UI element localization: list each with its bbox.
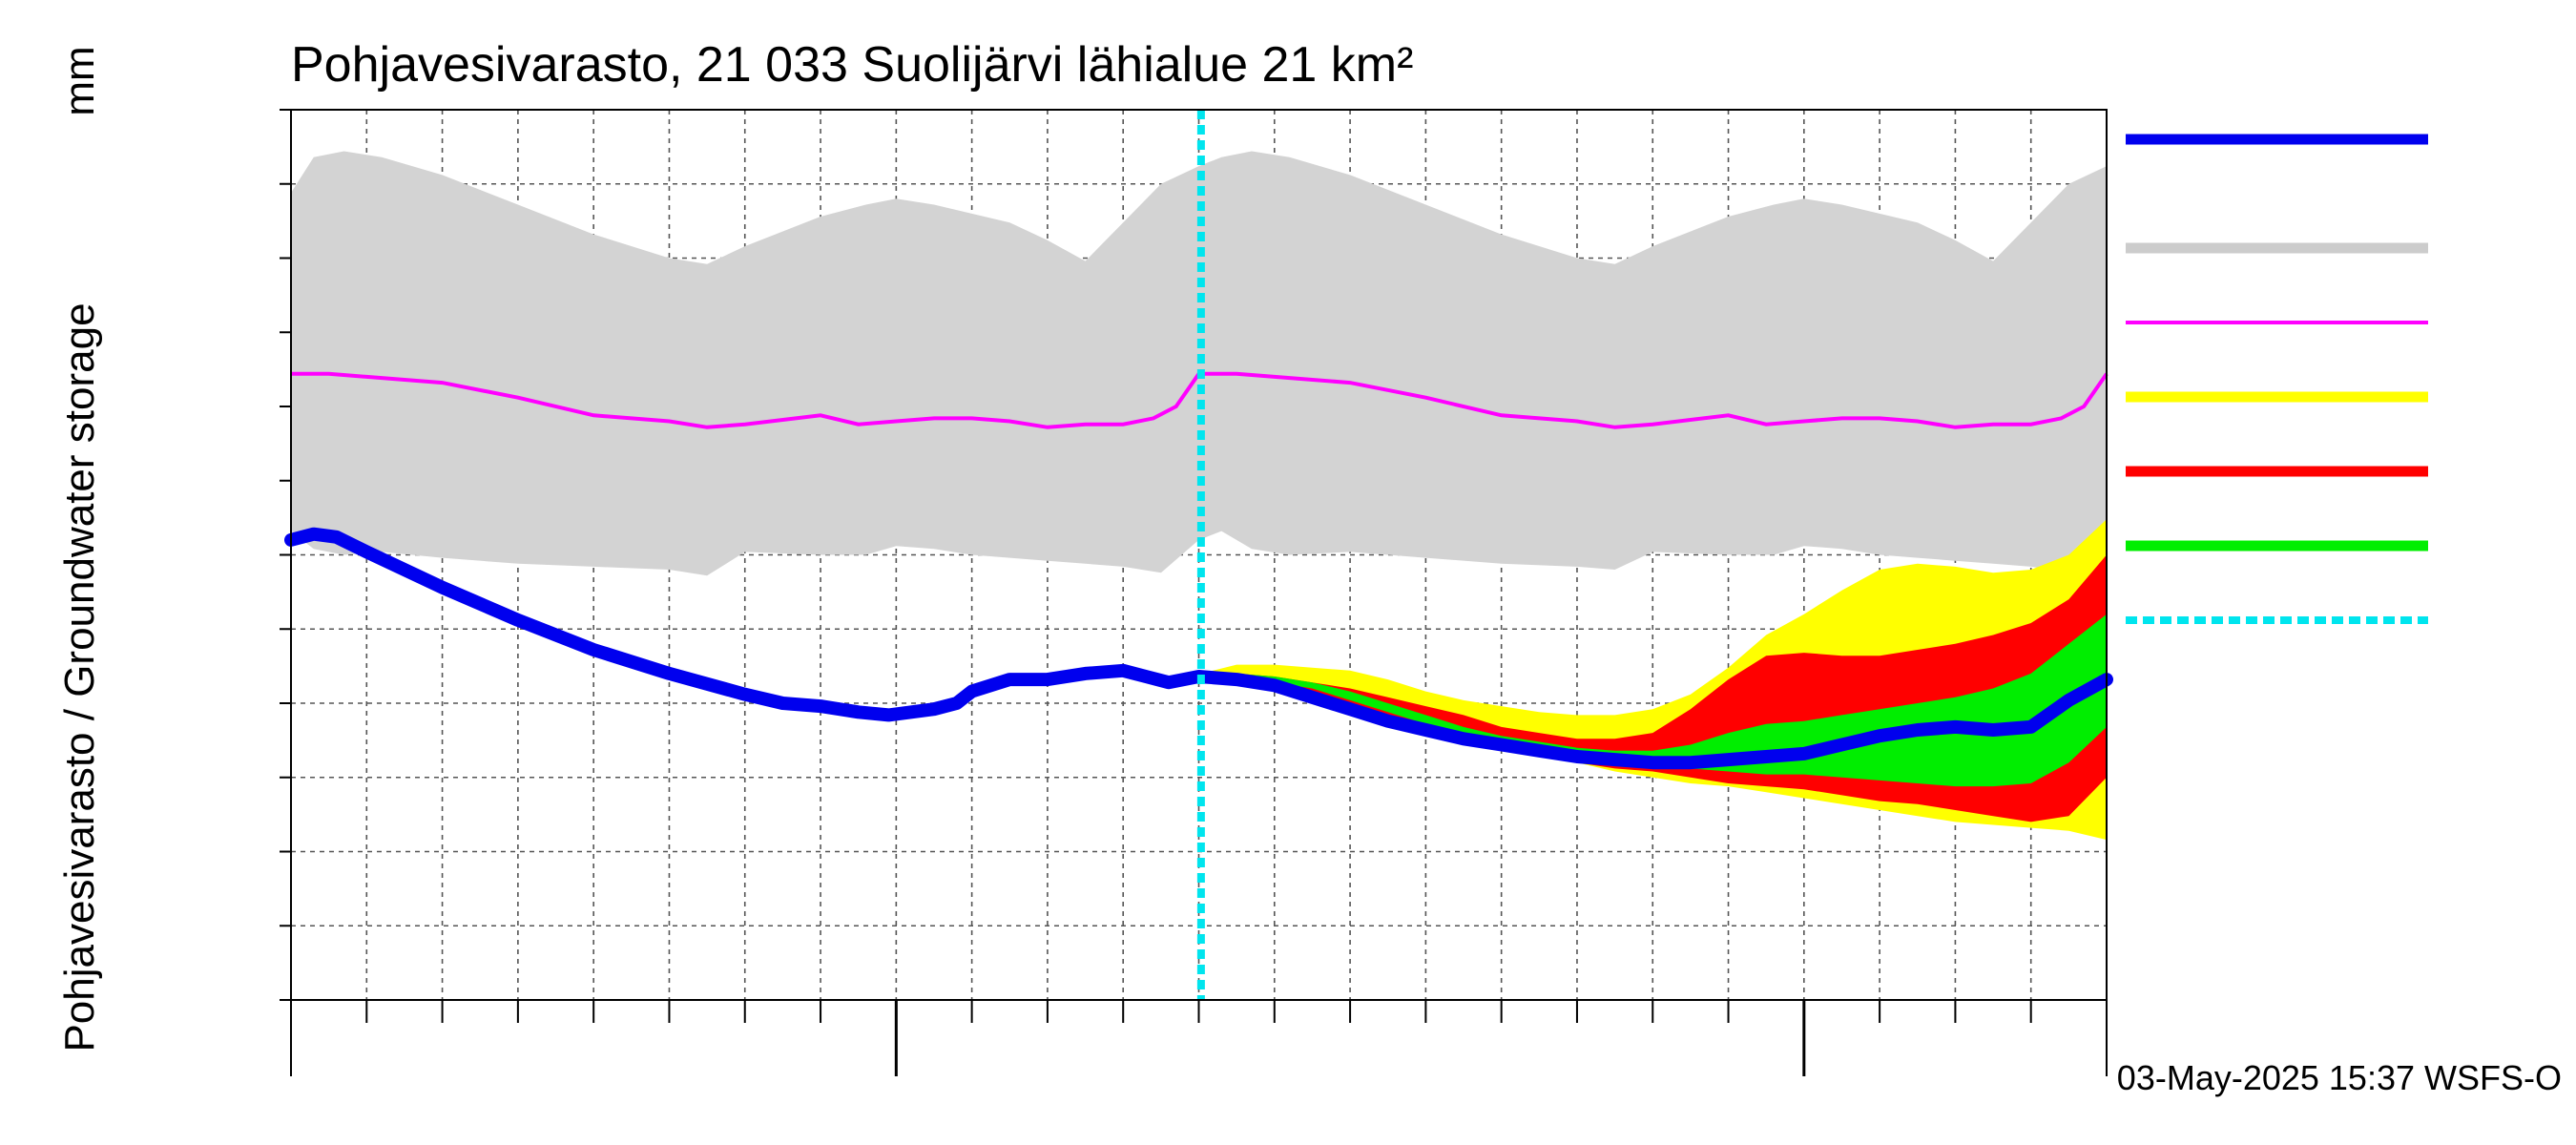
y-axis-unit: mm [56, 46, 103, 115]
p25-75-band [1200, 614, 2107, 787]
y-axis-title: Pohjavesivarasto / Groundwater storage [56, 302, 103, 1051]
legend [2126, 134, 2428, 624]
footer-timestamp: 03-May-2025 15:37 WSFS-O [2117, 1058, 2562, 1097]
chart-title: Pohjavesivarasto, 21 033 Suolijärvi lähi… [291, 37, 1413, 93]
median-line [284, 527, 2113, 770]
